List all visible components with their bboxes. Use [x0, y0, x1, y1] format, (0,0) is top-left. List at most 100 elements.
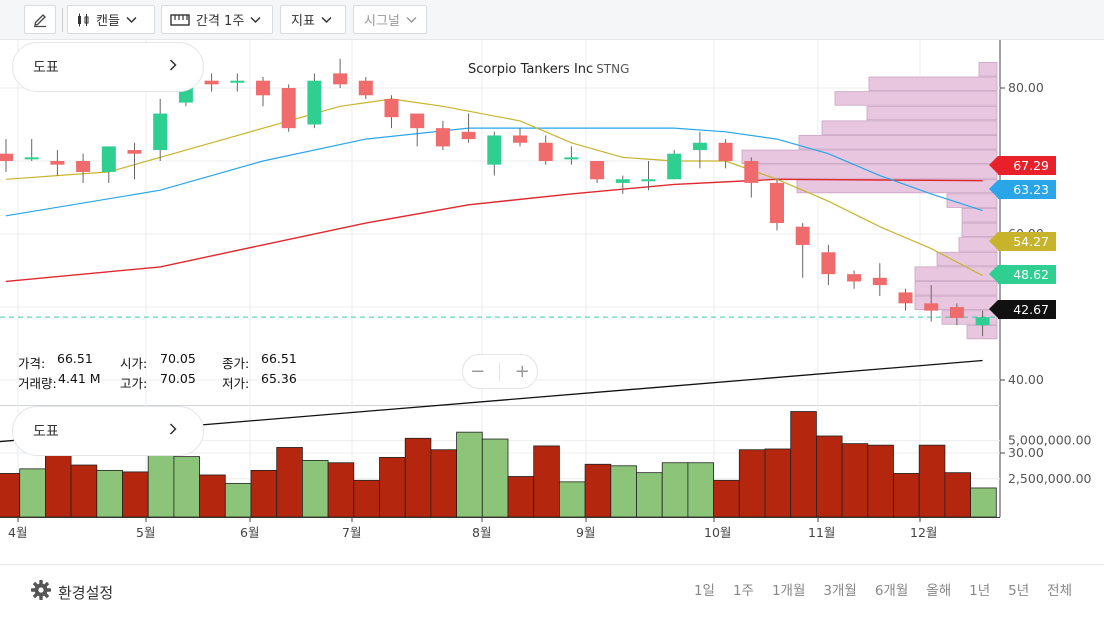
candle-body — [256, 80, 270, 96]
chart-type-label: 캔들 — [96, 14, 120, 29]
volume-bar — [481, 438, 509, 518]
zoom-out-button[interactable]: − — [470, 361, 486, 382]
open-info-value: 70.05 — [160, 351, 196, 366]
volume-bar — [944, 472, 972, 518]
month-label: 12월 — [910, 525, 937, 540]
ruler-icon — [170, 13, 190, 27]
month-label: 4월 — [8, 525, 27, 540]
zoom-divider — [499, 361, 501, 382]
indicator-select[interactable]: 지표 — [280, 5, 346, 34]
volume-bars — [0, 411, 997, 518]
volume-profile-bar — [914, 281, 998, 296]
volume-bar — [533, 445, 560, 518]
month-label: 7월 — [342, 525, 361, 540]
candle-body — [770, 182, 784, 224]
volume-bar — [276, 447, 303, 518]
volume-bar — [70, 464, 98, 518]
period-1w[interactable]: 1주 — [732, 583, 754, 599]
price-tag-trend: 42.67 — [989, 300, 1056, 319]
chevron-down-icon — [250, 16, 261, 24]
candle-body — [667, 153, 682, 180]
period-3m[interactable]: 3개월 — [823, 583, 857, 599]
period-5y[interactable]: 5년 — [1008, 583, 1030, 599]
candle-body — [307, 80, 322, 125]
volume-bar — [790, 411, 817, 518]
candle-body — [615, 179, 630, 183]
volume-bar — [841, 443, 869, 518]
volume-profile-bar — [961, 208, 998, 223]
period-1m[interactable]: 1개월 — [771, 583, 806, 599]
volume-bar — [713, 479, 740, 518]
zoom-control: − + — [462, 354, 538, 389]
volume-bar — [327, 462, 355, 518]
candle-body — [692, 142, 707, 151]
drawing-pill[interactable]: 도표 — [12, 42, 204, 92]
volume-profile-bar — [866, 105, 998, 121]
price-tag-current: 48.62 — [989, 265, 1056, 284]
signal-select[interactable]: 시그널 — [353, 5, 427, 34]
candle-body — [898, 292, 913, 304]
volume-profile-bar — [914, 266, 998, 281]
price-info-value: 66.51 — [57, 351, 93, 366]
period-1y[interactable]: 1년 — [969, 583, 991, 599]
volume-profile — [741, 62, 998, 340]
volume-bar — [379, 456, 406, 518]
volume-bar — [636, 472, 663, 518]
volume-bar — [353, 479, 380, 518]
interval-select[interactable]: 간격 1주 — [161, 5, 273, 34]
ma-short-line — [5, 98, 983, 277]
volume-bar — [970, 487, 997, 518]
candle-body — [410, 113, 425, 129]
chart-title: Scorpio Tankers Inc STNG — [468, 62, 629, 77]
candle-body — [0, 153, 13, 161]
candle-body — [384, 98, 399, 118]
candle-body — [24, 157, 39, 160]
price-tag-value: 54.27 — [1013, 234, 1049, 249]
volume-bar — [122, 471, 149, 518]
close-info-label: 종가: — [222, 356, 250, 371]
volume-bar — [661, 462, 689, 518]
volume-bar — [404, 437, 432, 518]
candle-body — [76, 161, 91, 172]
volume-profile-bar — [834, 91, 998, 106]
candle-body — [281, 88, 296, 129]
volume-profile-bar — [798, 135, 998, 150]
month-label: 8월 — [472, 525, 491, 540]
candle-body — [101, 146, 116, 172]
period-1d[interactable]: 1일 — [693, 583, 715, 599]
candle-body — [230, 80, 245, 83]
candle-body — [461, 131, 476, 140]
volume-bar — [584, 463, 612, 518]
volume-profile-bar — [961, 222, 998, 238]
candle-body — [564, 157, 579, 160]
candle-body — [924, 303, 939, 311]
candle-body — [975, 317, 990, 326]
candle-body — [718, 142, 733, 161]
chevron-right-icon — [169, 423, 177, 439]
footer-bar: 환경설정 1일 1주 1개월 3개월 6개월 올해 1년 5년 전체 — [0, 564, 1104, 621]
period-6m[interactable]: 6개월 — [874, 583, 909, 599]
month-label: 10월 — [704, 525, 731, 540]
candle-body — [513, 135, 527, 143]
candle-body — [872, 277, 887, 286]
chart-type-select[interactable]: 캔들 — [67, 5, 155, 34]
candle-body — [127, 150, 142, 154]
settings-button[interactable]: 환경설정 — [30, 579, 113, 605]
chart-toolbar: 캔들 간격 1주 지표 시그널 — [0, 0, 1104, 40]
zoom-in-button[interactable]: + — [514, 361, 530, 382]
volume-bar — [687, 462, 715, 518]
candle-body — [204, 80, 219, 85]
period-all[interactable]: 전체 — [1047, 583, 1072, 599]
candle-body — [487, 135, 502, 165]
price-chart[interactable]: 80.0070.0060.0050.0040.0030.005,000,000.… — [0, 40, 1104, 565]
volume-bar — [96, 469, 123, 518]
volume-profile-bar — [741, 149, 998, 165]
candle-body — [358, 80, 373, 96]
high-info-value: 70.05 — [160, 371, 196, 386]
draw-tool-button[interactable] — [24, 5, 56, 34]
volume-profile-bar — [868, 76, 998, 92]
chevron-down-icon — [321, 16, 332, 24]
volume-bar — [507, 476, 535, 518]
volume-drawing-pill[interactable]: 도표 — [12, 406, 204, 456]
period-ytd[interactable]: 올해 — [926, 583, 952, 599]
